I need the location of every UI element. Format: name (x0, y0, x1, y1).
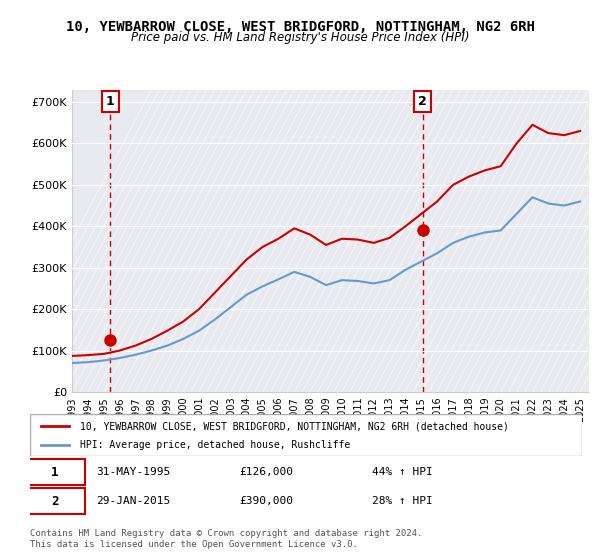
Text: £390,000: £390,000 (240, 496, 294, 506)
Text: 10, YEWBARROW CLOSE, WEST BRIDGFORD, NOTTINGHAM, NG2 6RH: 10, YEWBARROW CLOSE, WEST BRIDGFORD, NOT… (65, 20, 535, 34)
Text: 2: 2 (51, 495, 59, 508)
FancyBboxPatch shape (30, 414, 582, 456)
FancyBboxPatch shape (25, 488, 85, 514)
Text: 28% ↑ HPI: 28% ↑ HPI (372, 496, 433, 506)
Text: 44% ↑ HPI: 44% ↑ HPI (372, 468, 433, 478)
Text: Contains HM Land Registry data © Crown copyright and database right 2024.
This d: Contains HM Land Registry data © Crown c… (30, 529, 422, 549)
Text: 1: 1 (106, 95, 115, 108)
FancyBboxPatch shape (25, 459, 85, 486)
Text: Price paid vs. HM Land Registry's House Price Index (HPI): Price paid vs. HM Land Registry's House … (131, 31, 469, 44)
Text: 2: 2 (418, 95, 427, 108)
Text: 1: 1 (51, 466, 59, 479)
Text: HPI: Average price, detached house, Rushcliffe: HPI: Average price, detached house, Rush… (80, 440, 350, 450)
Text: £126,000: £126,000 (240, 468, 294, 478)
Text: 29-JAN-2015: 29-JAN-2015 (96, 496, 170, 506)
Text: 10, YEWBARROW CLOSE, WEST BRIDGFORD, NOTTINGHAM, NG2 6RH (detached house): 10, YEWBARROW CLOSE, WEST BRIDGFORD, NOT… (80, 421, 509, 431)
Text: 31-MAY-1995: 31-MAY-1995 (96, 468, 170, 478)
